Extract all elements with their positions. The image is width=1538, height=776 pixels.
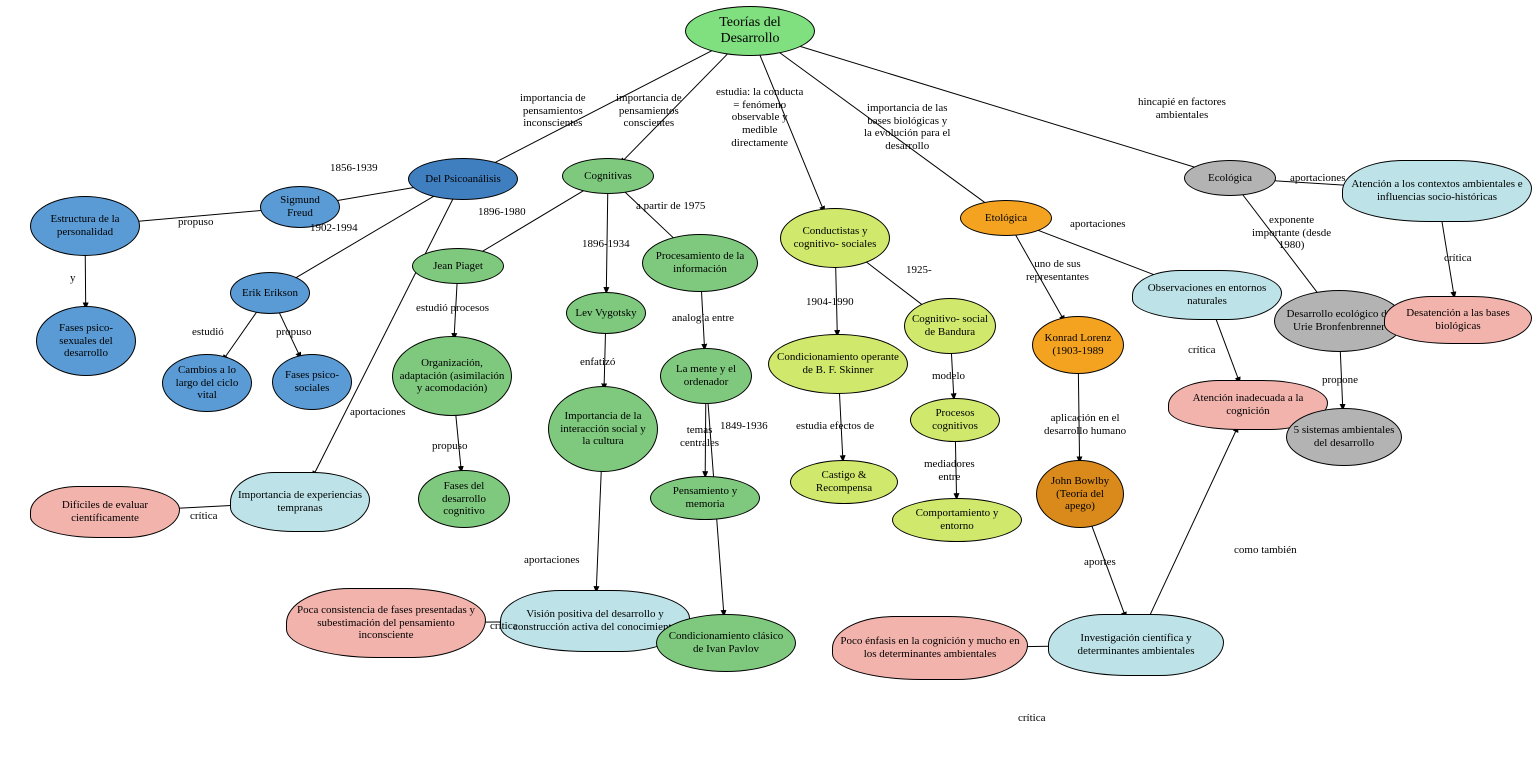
node-bandura: Cognitivo- social de Bandura: [904, 298, 996, 354]
edge-label-l3: estudia: la conducta = fenómeno observab…: [716, 86, 803, 149]
edge-label-l13: crítica: [190, 510, 217, 523]
edge-label-l22: aportaciones: [524, 554, 580, 567]
edge-label-l5: hincapié en factores ambientales: [1138, 96, 1226, 121]
edge-label-l11: propuso: [276, 326, 311, 339]
edge-label-l23: crítica: [490, 620, 517, 633]
edge-label-l10: estudió: [192, 326, 224, 339]
edge-label-l24: 1849-1936: [720, 420, 768, 433]
edge-label-l33: aportes: [1084, 556, 1116, 569]
node-conductistas: Conductistas y cognitivo- sociales: [780, 208, 890, 268]
edge-label-l30: aportaciones: [1070, 218, 1126, 231]
node-pocaCons: Poca consistencia de fases presentadas y…: [286, 588, 486, 658]
edge-label-l36: como también: [1234, 544, 1297, 557]
node-atenCont: Atención a los contextos ambientales e i…: [1342, 160, 1532, 222]
node-estructura: Estructura de la personalidad: [30, 196, 140, 256]
edge-label-l1: importancia de pensamientos inconsciente…: [520, 92, 586, 130]
node-cognitivas: Cognitivas: [562, 158, 654, 194]
node-pavlov: Condicionamiento clásico de Ivan Pavlov: [656, 614, 796, 672]
node-pocoEnf: Poco énfasis en la cognición y mucho en …: [832, 616, 1028, 680]
node-fasespsico: Fases psico- sexuales del desarrollo: [36, 306, 136, 376]
edge-label-l6: 1856-1939: [330, 162, 378, 175]
node-bowlby: John Bowlby (Teoría del apego): [1036, 460, 1124, 528]
edge-label-l38: propone: [1322, 374, 1358, 387]
edge-label-l20: analogía entre: [672, 312, 734, 325]
edge-label-l8: propuso: [178, 216, 213, 229]
node-investCient: Investigación científica y determinantes…: [1048, 614, 1224, 676]
edge-label-l39: aportaciones: [1290, 172, 1346, 185]
edge-label-l16: a partir de 1975: [636, 200, 705, 213]
node-skinner: Condicionamiento operante de B. F. Skinn…: [768, 334, 908, 394]
node-root: Teorías del Desarrollo: [685, 6, 815, 56]
edge-label-l34: crítica: [1018, 712, 1045, 725]
node-desaten: Desatención a las bases biológicas: [1384, 296, 1532, 344]
edge-label-l28: modelo: [932, 370, 965, 383]
edge-label-l2: importancia de pensamientos conscientes: [616, 92, 682, 130]
node-procInfo: Procesamiento de la información: [642, 234, 758, 292]
node-ecologica: Ecológica: [1184, 160, 1276, 196]
edge-label-l37: exponente importante (desde 1980): [1252, 214, 1331, 252]
edge-label-l4: importancia de las bases biológicas y la…: [864, 102, 950, 153]
node-cincoSist: 5 sistemas ambientales del desarrollo: [1286, 408, 1402, 466]
edge-label-l25: 1904-1990: [806, 296, 854, 309]
edge-label-l12: aportaciones: [350, 406, 406, 419]
node-piaget: Jean Piaget: [412, 248, 504, 284]
node-etologica: Etológica: [960, 200, 1052, 236]
node-compEnt: Comportamiento y entorno: [892, 498, 1022, 542]
node-psico: Del Psicoanálisis: [408, 158, 518, 200]
edge-label-l29: mediadores entre: [924, 458, 975, 483]
node-lorenz: Konrad Lorenz (1903-1989: [1032, 316, 1124, 374]
edge-label-l27: estudia efectos de: [796, 420, 874, 433]
node-cambios: Cambios a lo largo del ciclo vital: [162, 354, 252, 412]
edge-label-l19: enfatizó: [580, 356, 615, 369]
edge-label-l21: temas centrales: [680, 424, 719, 449]
edge-label-l7: 1902-1994: [310, 222, 358, 235]
node-obsNat: Observaciones en entornos naturales: [1132, 270, 1282, 320]
edge-label-l9: y: [70, 272, 76, 285]
node-fasespsicosoc: Fases psico- sociales: [272, 354, 352, 410]
edge-label-l14: 1896-1980: [478, 206, 526, 219]
node-menteOrd: La mente y el ordenador: [660, 348, 752, 404]
edge-label-l26: 1925-: [906, 264, 932, 277]
node-pensMem: Pensamiento y memoria: [650, 476, 760, 520]
edge-label-l35: crítica: [1188, 344, 1215, 357]
node-erikson: Erik Erikson: [230, 272, 310, 314]
node-impInter: Importancia de la interacción social y l…: [548, 386, 658, 472]
edge-label-l40: crítica: [1444, 252, 1471, 265]
concept-map-canvas: Teorías del DesarrolloDel PsicoanálisisS…: [0, 0, 1538, 776]
node-vygotsky: Lev Vygotsky: [566, 292, 646, 334]
node-procCog: Procesos cognitivos: [910, 398, 1000, 442]
node-fasesCog: Fases del desarrollo cognitivo: [418, 470, 510, 528]
edge-label-l31: uno de sus representantes: [1026, 258, 1089, 283]
edge-label-l15: 1896-1934: [582, 238, 630, 251]
edge-label-l17: estudió procesos: [416, 302, 489, 315]
node-organizacion: Organización, adaptación (asimilación y …: [392, 336, 512, 416]
node-dificiles: Difíciles de evaluar científicamente: [30, 486, 180, 538]
edge-label-l18: propuso: [432, 440, 467, 453]
node-castigo: Castigo & Recompensa: [790, 460, 898, 504]
edge-label-l32: aplicación en el desarrollo humano: [1044, 412, 1126, 437]
node-impExp: Importancia de experiencias tempranas: [230, 472, 370, 532]
